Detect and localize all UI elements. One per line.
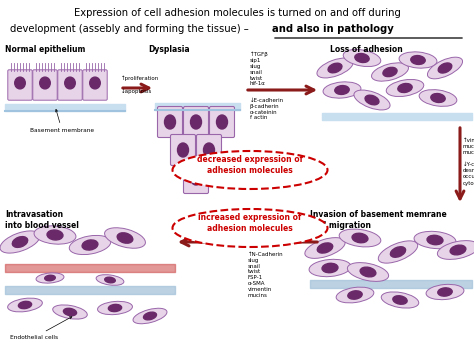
Ellipse shape	[411, 55, 425, 64]
Ellipse shape	[191, 115, 201, 129]
FancyBboxPatch shape	[83, 70, 107, 100]
Text: decreased expression of
adhesion molecules: decreased expression of adhesion molecul…	[197, 154, 303, 175]
Ellipse shape	[0, 231, 40, 253]
Text: Basement membrane: Basement membrane	[30, 109, 94, 133]
Ellipse shape	[335, 86, 349, 94]
Ellipse shape	[438, 63, 452, 73]
Ellipse shape	[173, 151, 328, 189]
Ellipse shape	[393, 296, 407, 304]
Text: ↓apoptosis: ↓apoptosis	[121, 89, 152, 94]
Text: increased expression of
adhesion molecules: increased expression of adhesion molecul…	[198, 213, 301, 233]
Ellipse shape	[18, 301, 32, 309]
Ellipse shape	[399, 52, 437, 68]
Text: development (assebly and forming the tissue) –: development (assebly and forming the tis…	[10, 24, 252, 34]
Ellipse shape	[339, 229, 381, 247]
Ellipse shape	[317, 58, 353, 78]
Ellipse shape	[386, 80, 424, 96]
FancyBboxPatch shape	[157, 107, 182, 138]
Text: ↑N-Cadherin
slug
snail
twist
FSP-1
α-SMA
vimentin
mucins: ↑N-Cadherin slug snail twist FSP-1 α-SMA…	[248, 252, 283, 298]
Text: Loss of adhesion: Loss of adhesion	[330, 45, 403, 54]
Ellipse shape	[82, 240, 98, 250]
Text: ↑vimentin
muc1
muc4: ↑vimentin muc1 muc4	[463, 138, 474, 156]
Ellipse shape	[47, 230, 63, 240]
Ellipse shape	[305, 238, 345, 258]
Ellipse shape	[133, 308, 167, 324]
Ellipse shape	[45, 275, 55, 281]
FancyBboxPatch shape	[171, 135, 195, 166]
Ellipse shape	[12, 237, 27, 247]
Ellipse shape	[34, 226, 76, 244]
FancyBboxPatch shape	[197, 135, 221, 166]
Ellipse shape	[360, 267, 376, 277]
Ellipse shape	[323, 82, 361, 98]
Text: Intravasation
into blood vessel: Intravasation into blood vessel	[5, 210, 79, 230]
Text: ↓Y-catenin
desmoplakin
occudin
cytokeratins: ↓Y-catenin desmoplakin occudin cytokerat…	[463, 162, 474, 186]
Ellipse shape	[355, 54, 369, 63]
Text: Normal epithelium: Normal epithelium	[5, 45, 85, 54]
Ellipse shape	[203, 143, 215, 157]
Ellipse shape	[217, 115, 228, 129]
Ellipse shape	[450, 245, 466, 255]
Ellipse shape	[98, 301, 132, 315]
Ellipse shape	[378, 241, 418, 263]
Ellipse shape	[438, 240, 474, 260]
Ellipse shape	[53, 305, 87, 319]
Ellipse shape	[328, 63, 342, 73]
Ellipse shape	[69, 235, 111, 255]
Ellipse shape	[381, 292, 419, 308]
Ellipse shape	[347, 262, 389, 282]
Ellipse shape	[398, 84, 412, 93]
Ellipse shape	[317, 243, 333, 253]
Ellipse shape	[15, 77, 25, 89]
Ellipse shape	[414, 231, 456, 249]
Ellipse shape	[372, 63, 409, 81]
Text: Dysplasia: Dysplasia	[148, 45, 190, 54]
Text: ↓E-cadherin
β-cadherin
α-cateinin
f actin: ↓E-cadherin β-cadherin α-cateinin f acti…	[250, 98, 284, 120]
Ellipse shape	[164, 115, 175, 129]
Text: Invasion of basement memrane
and migration: Invasion of basement memrane and migrati…	[310, 210, 447, 230]
Text: Endothelial cells: Endothelial cells	[10, 317, 72, 340]
Ellipse shape	[309, 259, 351, 277]
Ellipse shape	[426, 284, 464, 300]
Text: Expression of cell adhesion molecules is turned on and off during: Expression of cell adhesion molecules is…	[73, 8, 401, 18]
Ellipse shape	[177, 143, 189, 157]
Ellipse shape	[383, 67, 397, 77]
Ellipse shape	[144, 312, 156, 320]
Ellipse shape	[431, 94, 445, 103]
Text: and also in pathology: and also in pathology	[272, 24, 394, 34]
Ellipse shape	[365, 95, 379, 105]
Ellipse shape	[8, 298, 42, 312]
Ellipse shape	[336, 287, 374, 303]
Ellipse shape	[64, 308, 77, 316]
Ellipse shape	[352, 233, 368, 243]
FancyBboxPatch shape	[58, 70, 82, 100]
FancyBboxPatch shape	[183, 162, 209, 194]
Ellipse shape	[90, 77, 100, 89]
Text: ↑TGFβ
sip1
slug
snail
twist
hif-1α: ↑TGFβ sip1 slug snail twist hif-1α	[250, 52, 269, 86]
Ellipse shape	[36, 273, 64, 283]
Ellipse shape	[428, 57, 463, 79]
Ellipse shape	[322, 263, 338, 273]
Ellipse shape	[438, 288, 452, 296]
Ellipse shape	[105, 277, 115, 283]
Ellipse shape	[40, 77, 50, 89]
Text: ↑proliferation: ↑proliferation	[121, 76, 159, 81]
Ellipse shape	[348, 291, 362, 299]
Ellipse shape	[427, 235, 443, 245]
Ellipse shape	[117, 233, 133, 243]
Ellipse shape	[173, 209, 328, 247]
Ellipse shape	[96, 275, 124, 285]
Ellipse shape	[343, 49, 381, 67]
FancyBboxPatch shape	[33, 70, 57, 100]
Ellipse shape	[105, 228, 146, 248]
Ellipse shape	[354, 90, 390, 110]
FancyBboxPatch shape	[210, 107, 235, 138]
Ellipse shape	[419, 90, 457, 106]
FancyBboxPatch shape	[183, 107, 209, 138]
Ellipse shape	[109, 305, 122, 312]
Ellipse shape	[191, 171, 201, 185]
Ellipse shape	[391, 247, 406, 257]
Ellipse shape	[65, 77, 75, 89]
FancyBboxPatch shape	[8, 70, 32, 100]
